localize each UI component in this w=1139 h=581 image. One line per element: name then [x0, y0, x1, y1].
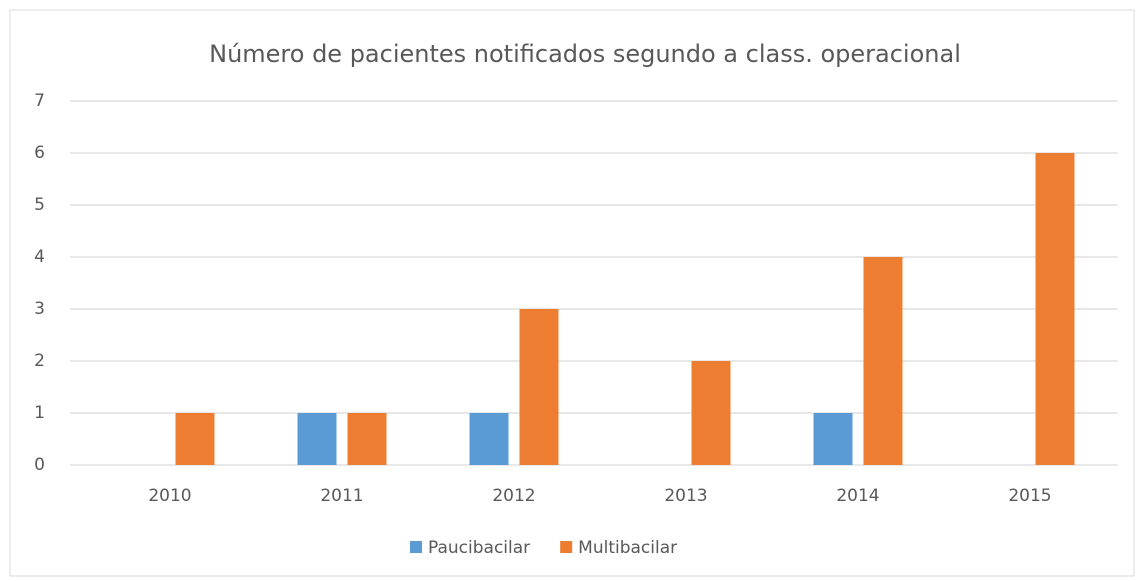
chart-border [9, 9, 1135, 577]
y-tick-label: 1 [34, 403, 45, 423]
y-tick-label: 7 [34, 91, 45, 111]
legend-label: Paucibacilar [428, 538, 530, 558]
y-tick-label: 6 [34, 143, 45, 163]
bar [519, 309, 559, 465]
y-tick-label: 0 [34, 455, 45, 475]
y-tick-label: 4 [34, 247, 45, 267]
x-tick-label: 2013 [664, 486, 707, 506]
legend-swatch [410, 541, 422, 553]
bar [175, 413, 215, 465]
y-tick-label: 2 [34, 351, 45, 371]
bar [347, 413, 387, 465]
x-tick-label: 2011 [320, 486, 363, 506]
legend-swatch [560, 541, 573, 553]
bar [297, 413, 337, 465]
y-tick-label: 3 [34, 299, 45, 319]
chart-title: Número de pacientes notificados segundo … [209, 40, 961, 68]
bar [1035, 153, 1075, 465]
bar [813, 413, 853, 465]
bar [691, 361, 731, 465]
x-tick-label: 2010 [148, 486, 191, 506]
bar [863, 257, 903, 465]
y-tick-label: 5 [34, 195, 45, 215]
legend-label: Multibacilar [578, 538, 677, 558]
x-tick-label: 2015 [1008, 486, 1051, 506]
x-tick-label: 2012 [492, 486, 535, 506]
x-tick-label: 2014 [836, 486, 879, 506]
bar [469, 413, 509, 465]
